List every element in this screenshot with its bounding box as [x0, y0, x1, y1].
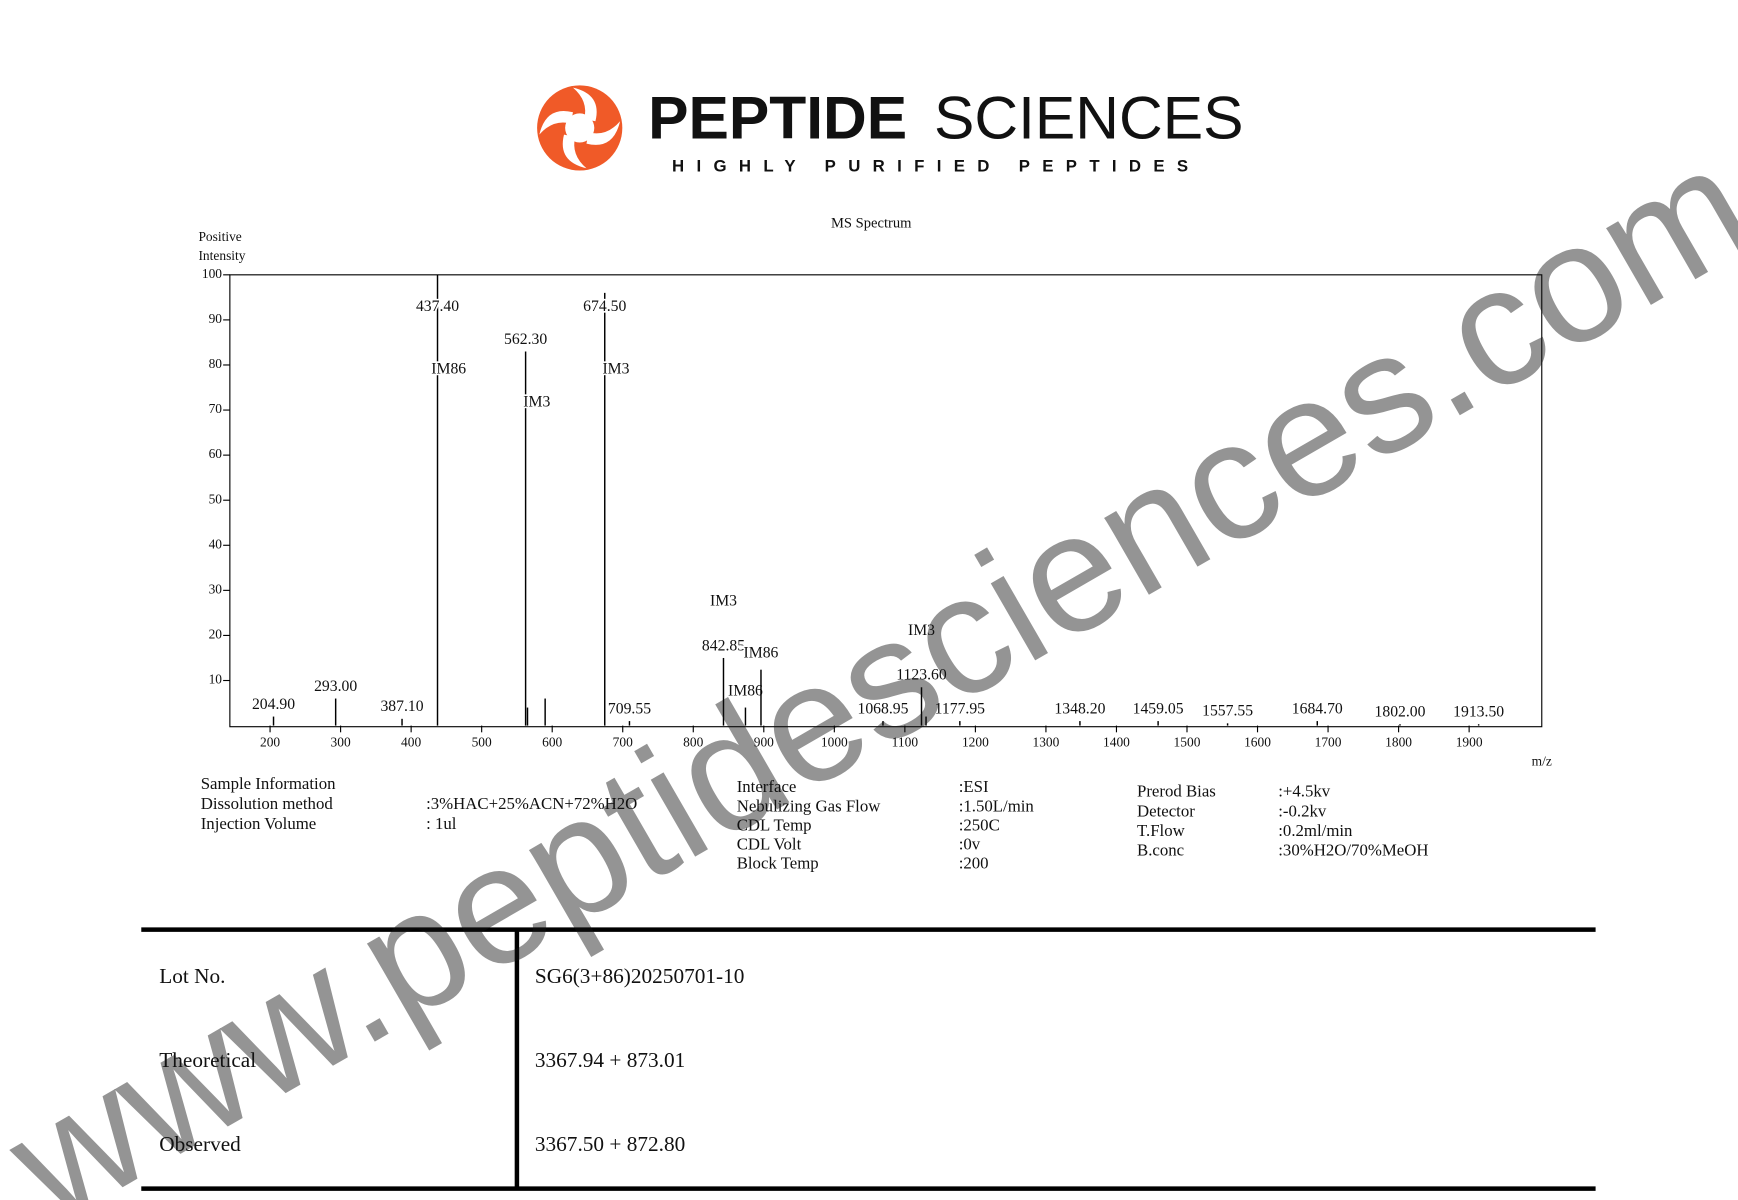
y-axis-label: Intensity [198, 248, 245, 263]
peak-label: 1684.70 [1292, 700, 1343, 717]
y-tick-label: 10 [209, 672, 223, 687]
ion-label: IM3 [710, 592, 737, 609]
info: Dissolution method :3%HAC+25%ACN+72%H2O In… [159, 777, 1428, 1156]
info-label: Dissolution method [201, 794, 334, 813]
x-tick-label: 1900 [1456, 735, 1483, 750]
peak-label: 1557.55 [1202, 703, 1253, 720]
info-value: :200 [959, 853, 989, 872]
info-value: : 1ul [426, 814, 457, 833]
ion-label: IM3 [523, 394, 550, 411]
info-label: Prerod Bias [1137, 782, 1216, 801]
info-label: Nebulizing Gas Flow [737, 796, 882, 815]
x-tick-label: 1100 [892, 735, 919, 750]
x-tick-label: 900 [754, 735, 774, 750]
peak-label: 1123.60 [896, 667, 947, 684]
brand-light: SCIENCES [934, 83, 1243, 151]
ion-label: IM86 [744, 645, 779, 662]
peak-label: 709.55 [608, 700, 651, 717]
y-tick-label: 90 [209, 311, 223, 326]
x-tick-label: 300 [331, 735, 351, 750]
info-label: T.Flow [1137, 821, 1186, 840]
x-tick-label: 600 [542, 735, 562, 750]
peak-label: 842.85 [702, 637, 745, 654]
table-label: Observed [159, 1132, 241, 1156]
x-tick-label: 1800 [1385, 735, 1412, 750]
plot: 10 20 30 40 50 60 70 80 90 100 200 300 400 500 600 700 8… [202, 266, 1506, 750]
x-tick-label: 200 [260, 735, 280, 750]
table-label: Theoretical [159, 1048, 256, 1072]
y-tick-label: 40 [209, 536, 223, 551]
x-tick-label: 400 [401, 735, 421, 750]
x-tick-label: 700 [613, 735, 633, 750]
y-tick-label: 50 [209, 491, 223, 506]
info-value: :1.50L/min [959, 796, 1035, 815]
info-label: B.conc [1137, 841, 1184, 860]
info-value: :+4.5kv [1278, 782, 1331, 801]
peak-label: 1068.95 [857, 700, 908, 717]
y-axis-label: Positive [198, 229, 241, 244]
peak-label: 1177.95 [935, 700, 986, 717]
peak-label: 1913.50 [1453, 704, 1504, 721]
peak-label: 674.50 [583, 298, 626, 315]
table-value: 3367.94 + 873.01 [535, 1048, 685, 1072]
y-tick-label: 60 [209, 446, 223, 461]
x-tick-label: 800 [683, 735, 703, 750]
peak-label: 293.00 [314, 678, 357, 695]
peak-label: 1802.00 [1375, 704, 1426, 721]
info-value: :0v [959, 834, 981, 853]
x-tick-label: 1600 [1244, 735, 1271, 750]
tagline: HIGHLY PURIFIED PEPTIDES [672, 157, 1200, 176]
x-tick-label: 1000 [821, 735, 848, 750]
peak-label: 562.30 [504, 331, 547, 348]
info-value: :3%HAC+25%ACN+72%H2O [426, 794, 637, 813]
y-tick-label: 100 [202, 266, 222, 281]
info-label: CDL Temp [737, 815, 812, 834]
x-axis-label: m/z [1532, 754, 1552, 769]
info-value: :0.2ml/min [1278, 821, 1353, 840]
peak-label: 1348.20 [1054, 700, 1105, 717]
y-tick-label: 30 [209, 581, 223, 596]
y-tick-label: 70 [209, 401, 223, 416]
info-label: Detector [1137, 801, 1195, 820]
y-tick-label: 80 [209, 356, 223, 371]
x-tick-label: 500 [472, 735, 492, 750]
info-value: :-0.2kv [1278, 801, 1327, 820]
y-tick-label: 20 [209, 627, 223, 642]
info-label: Injection Volume [201, 814, 317, 833]
ion-label: IM86 [728, 682, 763, 699]
x-tick-label: 1500 [1174, 735, 1201, 750]
brand-bold: PEPTIDE [648, 83, 907, 151]
watermark: www.peptidesciences.com [0, 109, 1738, 1200]
x-tick-label: 1200 [962, 735, 989, 750]
peak-label: 1459.05 [1133, 700, 1184, 717]
x-tick-label: 1700 [1315, 735, 1342, 750]
info-label: Interface [737, 777, 797, 796]
table-label: Lot No. [159, 964, 225, 988]
info-value: :ESI [959, 777, 989, 796]
info-label: Block Temp [737, 853, 819, 872]
ion-label: IM86 [431, 361, 466, 378]
logo-icon [537, 85, 623, 171]
peak-label: 437.40 [416, 298, 459, 315]
x-tick-label: 1400 [1103, 735, 1130, 750]
info-value: :250C [959, 815, 1000, 834]
table-value: 3367.50 + 872.80 [535, 1132, 685, 1156]
sample-info-title: Sample Information [201, 774, 336, 793]
ion-label: IM3 [602, 361, 629, 378]
chart-title: MS Spectrum [831, 216, 912, 232]
table-value: SG6(3+86)20250701-10 [535, 964, 745, 988]
ion-label: IM3 [908, 622, 935, 639]
x-tick-label: 1300 [1032, 735, 1059, 750]
info-label: CDL Volt [737, 834, 802, 853]
peak-label: 387.10 [380, 698, 423, 715]
peak-label: 204.90 [252, 696, 295, 713]
info-value: :30%H2O/70%MeOH [1278, 841, 1428, 860]
